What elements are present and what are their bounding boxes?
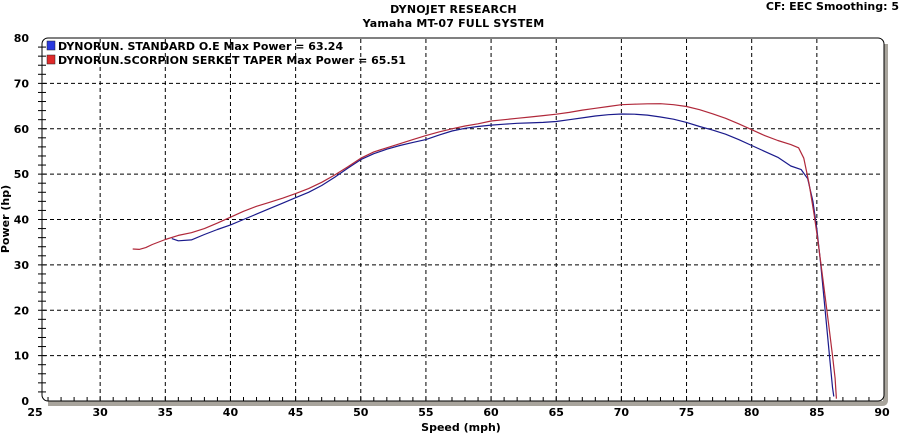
y-tick-label: 70 — [14, 77, 30, 90]
x-tick-label: 50 — [353, 406, 369, 419]
y-tick-label: 50 — [14, 168, 30, 181]
legend-label-standard: DYNORUN. STANDARD O.E Max Power = 63.24 — [58, 40, 343, 53]
y-tick-label: 0 — [21, 395, 29, 408]
y-tick-label: 30 — [14, 259, 30, 272]
y-tick-label: 20 — [14, 304, 30, 317]
chart-title: DYNOJET RESEARCH — [390, 3, 517, 16]
y-tick-label: 40 — [14, 214, 30, 227]
legend-swatch-red — [46, 54, 56, 65]
x-tick-label: 25 — [27, 406, 42, 419]
y-axis-title: Power (hp) — [0, 185, 12, 253]
data-series — [132, 103, 837, 399]
legend-swatch-blue — [46, 40, 56, 51]
x-tick-label: 85 — [809, 406, 824, 419]
x-tick-label: 45 — [288, 406, 303, 419]
x-tick-label: 60 — [483, 406, 499, 419]
y-tick-label: 10 — [14, 350, 30, 363]
x-tick-label: 80 — [744, 406, 760, 419]
x-tick-label: 75 — [679, 406, 694, 419]
x-tick-label: 40 — [223, 406, 239, 419]
y-tick-label: 80 — [14, 32, 30, 45]
x-tick-label: 30 — [92, 406, 108, 419]
x-tick-label: 55 — [418, 406, 433, 419]
x-tick-label: 35 — [158, 406, 173, 419]
legend-label-scorpion: DYNORUN.SCORPION SERKET TAPER Max Power … — [58, 54, 406, 67]
legend: DYNORUN. STANDARD O.E Max Power = 63.24 … — [46, 40, 406, 67]
legend-item-standard: DYNORUN. STANDARD O.E Max Power = 63.24 — [46, 40, 343, 53]
legend-item-scorpion: DYNORUN.SCORPION SERKET TAPER Max Power … — [46, 54, 406, 67]
y-tick-label: 60 — [14, 123, 30, 136]
correction-factor-info: CF: EEC Smoothing: 5 — [765, 0, 899, 13]
series-line-0 — [171, 113, 835, 397]
y-tick-labels: 0 10 20 30 40 50 60 70 80 — [14, 32, 30, 408]
x-tick-labels: 25 30 35 40 45 50 55 60 65 70 75 80 85 90 — [27, 406, 890, 419]
axis-ticks — [38, 46, 870, 401]
x-tick-label: 90 — [874, 406, 890, 419]
chart-subtitle: Yamaha MT-07 FULL SYSTEM — [362, 17, 545, 30]
x-tick-label: 65 — [549, 406, 564, 419]
x-tick-label: 70 — [614, 406, 630, 419]
series-line-1 — [132, 103, 837, 399]
x-axis-title: Speed (mph) — [421, 421, 501, 434]
